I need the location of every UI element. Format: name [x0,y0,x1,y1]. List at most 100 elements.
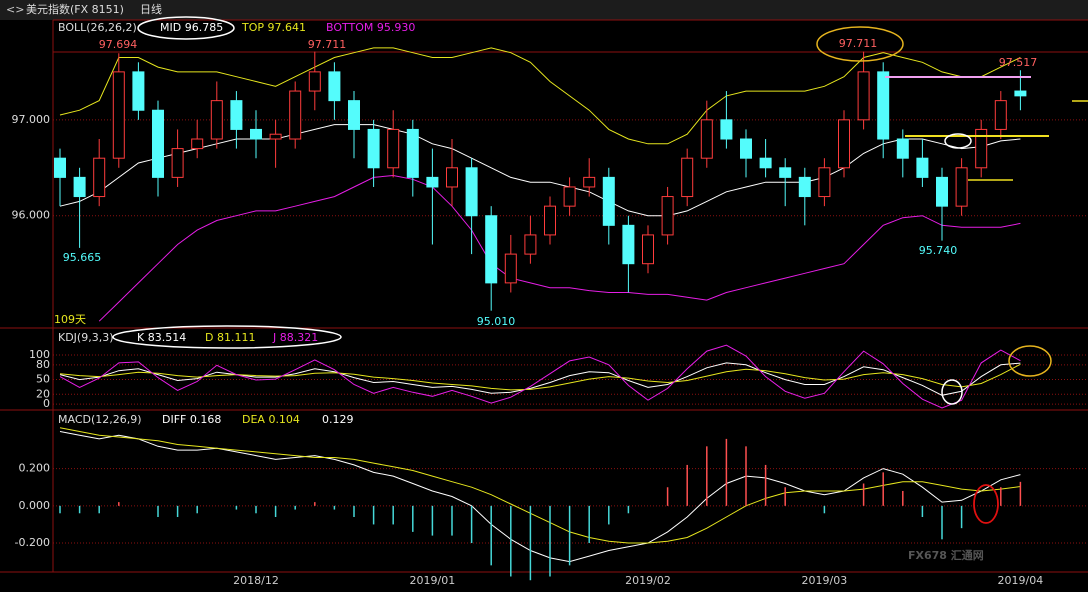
annotation-overlays [112,16,1088,524]
candle-body [152,109,164,178]
candle-body [289,90,302,140]
candle-body [857,71,870,121]
candle-body [798,176,811,198]
candle-body [759,157,772,169]
candle-body [602,176,615,226]
candle-body [720,119,733,140]
candle-body [975,128,988,169]
panel-borders [0,19,1088,573]
candle-body [112,71,125,159]
legend-entry: K 83.514 [137,331,186,344]
candle-body [446,167,458,188]
indicator-line [59,363,1021,391]
indicator-line [98,174,1021,322]
candle-body [93,157,106,198]
candle-body [269,133,282,140]
candle-body [524,234,537,255]
legend-entry: J 88.321 [272,331,318,344]
candle-body [681,157,694,198]
indicator-name: BOLL(26,26,2) [58,21,137,34]
candle-body [896,138,909,159]
candle-body [465,167,478,217]
candle-body [210,100,223,140]
legend-entry: DEA 0.104 [242,413,300,426]
candle-body [367,128,380,169]
symbol-title: 美元指数(FX 8151) [26,2,124,16]
candle-body [348,100,360,130]
candle-body [818,167,831,198]
y-tick-label: 100 [29,348,50,361]
candle-body [191,138,204,150]
candle-body [994,100,1007,130]
y-tick-label: 20 [36,387,50,400]
header-bar [0,0,1088,20]
candle-body [132,71,145,111]
y-tick-label: 80 [36,358,50,371]
y-tick-label: -0.200 [15,536,50,549]
candle-body [73,176,86,198]
candle-body [328,71,341,102]
candle-body [838,119,850,169]
candle-body [485,215,498,284]
candle-body [877,71,890,140]
price-annotation: 95.665 [63,251,102,264]
candle-body [563,186,576,207]
y-tick-label: 96.000 [12,209,51,222]
candle-body [250,128,262,140]
y-tick-label: 0 [43,397,50,410]
indicator-line [59,124,1021,217]
price-annotation: 95.010 [477,315,516,328]
watermark: FX678 汇通网 [908,549,984,562]
candle-body [426,176,439,188]
y-tick-label: 0.000 [19,499,51,512]
candle-body [779,167,792,178]
indicator-line [59,427,1021,544]
price-annotation: 97.517 [999,56,1038,69]
y-tick-label: 97.000 [12,113,51,126]
candle-body [700,119,713,159]
candle-body [936,176,948,207]
x-tick-label: 2019/01 [410,574,456,587]
candle-body [661,196,674,236]
x-tick-label: 2019/02 [625,574,671,587]
candle-body [955,167,968,207]
x-tick-label: 2019/04 [998,574,1044,587]
candle-body [622,224,635,265]
legend-entry: MID 96.785 [160,21,223,34]
candle-body [230,100,243,130]
price-annotation: 95.740 [919,244,958,257]
legend-entry: D 81.111 [205,331,255,344]
candle-body [387,128,400,169]
price-annotation: 97.694 [99,38,138,51]
price-annotation: 97.711 [839,37,878,50]
indicator-name: KDJ(9,3,3) [58,331,114,344]
period[interactable]: 日线 [140,2,162,16]
legend-entry: TOP 97.641 [241,21,306,34]
legend-entry: BOTTOM 95.930 [326,21,415,34]
candle-body [1014,90,1027,97]
indicator-line [59,362,1021,396]
candle-body [583,176,596,188]
candle-body [406,128,419,178]
candle-body [740,138,752,159]
candle-body [171,148,184,178]
x-tick-label: 2018/12 [233,574,279,587]
candle-body [642,234,654,265]
indicator-name: MACD(12,26,9) [58,413,142,426]
candle-body [916,157,929,178]
y-tick-label: 0.200 [19,462,51,475]
candle-body [308,71,321,92]
price-annotation: 109天 [54,313,86,326]
x-tick-label: 2019/03 [802,574,848,587]
legend-entry: 0.129 [322,413,354,426]
indicator-line [59,344,1021,409]
y-tick-label: 50 [36,373,50,386]
price-annotation: 97.711 [308,38,347,51]
legend-entry: DIFF 0.168 [162,413,221,426]
candle-body [54,157,66,178]
candle-body [544,205,556,236]
candle-body [504,253,517,284]
nav-icon[interactable]: <> [6,3,24,16]
